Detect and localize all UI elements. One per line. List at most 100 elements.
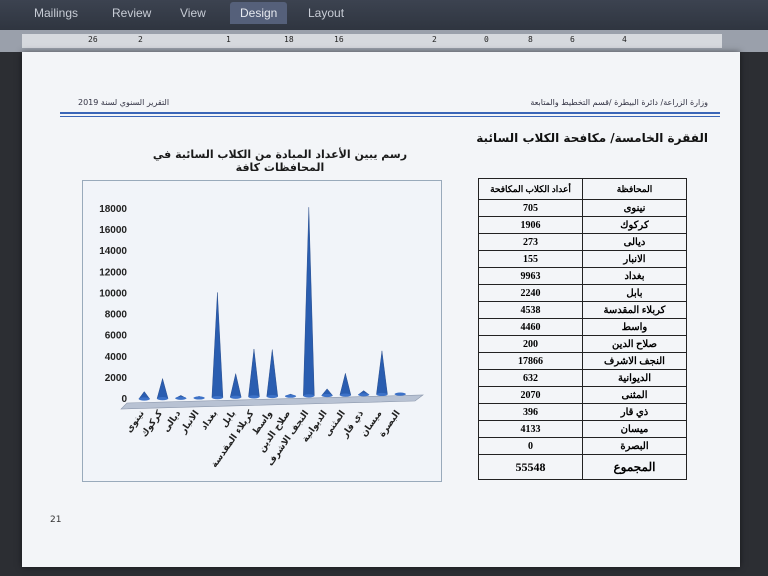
table-row: 200 صلاح الدين — [478, 335, 687, 353]
cell-governorate: الديوانية — [582, 369, 687, 387]
cell-governorate: بغداد — [582, 267, 687, 285]
ruler-label: 8 — [528, 35, 533, 44]
chart-bar — [248, 348, 260, 398]
chart-bar-base — [193, 396, 205, 400]
table-row: 0 البصرة — [478, 437, 687, 455]
chart-bar-base — [266, 394, 278, 399]
chart-bar-base — [285, 394, 297, 398]
table-row: 4460 واسط — [478, 318, 687, 336]
tab-review[interactable]: Review — [112, 6, 152, 20]
x-tick-label: بغداد — [199, 409, 219, 432]
chart-bar-base — [303, 394, 315, 398]
y-tick-label: 8000 — [105, 310, 128, 321]
section-title: الفقرة الخامسة/ مكافحة الكلاب السائبة — [476, 131, 708, 145]
y-tick-label: 0 — [121, 394, 127, 405]
cell-count: 632 — [478, 369, 583, 387]
chart-bar — [229, 373, 242, 398]
table-row: 9963 بغداد — [478, 267, 687, 285]
chart-title: رسم يبين الأعداد المبادة من الكلاب السائ… — [152, 148, 408, 174]
chart-floor — [120, 394, 424, 410]
cell-count: 9963 — [478, 267, 583, 285]
ruler-label: 1 — [226, 35, 231, 44]
cell-governorate: ديالى — [582, 233, 687, 251]
ruler-label: 6 — [570, 35, 575, 44]
chart-area[interactable]: 18000 16000 14000 12000 10000 8000 6000 4000 200… — [82, 180, 442, 482]
table-row: 155 الانبار — [478, 250, 687, 268]
cell-governorate: نينوى — [582, 199, 687, 217]
ruler-label: 26 — [88, 35, 98, 44]
cell-count: 396 — [478, 403, 583, 421]
tab-view[interactable]: View — [180, 6, 206, 20]
chart-bar — [339, 373, 352, 396]
cell-governorate: النجف الاشرف — [582, 352, 687, 370]
table-row: 4538 كربلاء المقدسة — [478, 301, 687, 319]
table-row: 705 نينوى — [478, 199, 687, 217]
chart-bar-base — [376, 392, 388, 397]
cell-total-value: 55548 — [478, 454, 583, 480]
table-row: 17866 النجف الاشرف — [478, 352, 687, 370]
y-tick-label: 12000 — [99, 267, 127, 278]
cell-governorate: كربلاء المقدسة — [582, 301, 687, 319]
y-tick-label: 16000 — [99, 225, 127, 236]
chart-bar-base — [230, 395, 242, 399]
chart-bar — [303, 207, 315, 397]
cell-governorate: ذي قار — [582, 403, 687, 421]
ruler-label: 2 — [432, 35, 437, 44]
table-total-row: 55548 المجموع — [478, 454, 687, 480]
cell-governorate: ميسان — [582, 420, 687, 438]
chart-bar-base — [339, 393, 351, 397]
cell-count: 155 — [478, 250, 583, 268]
ruler-label: 16 — [334, 35, 344, 44]
chart-bar — [211, 292, 224, 398]
header-rule — [60, 112, 720, 114]
cell-governorate: صلاح الدين — [582, 335, 687, 353]
table-row: 632 الديوانية — [478, 369, 687, 387]
chart-bar — [266, 349, 278, 397]
tab-mailings[interactable]: Mailings — [34, 6, 79, 20]
ruler-label: 4 — [622, 35, 627, 44]
cell-count: 2240 — [478, 284, 583, 302]
header-rule-thin — [60, 116, 720, 117]
cell-count: 4133 — [478, 420, 583, 438]
cell-count: 4460 — [478, 318, 583, 336]
header-governorate: المحافظة — [582, 178, 687, 200]
header-left-text: التقرير السنوي لسنة 2019 — [78, 98, 170, 107]
horizontal-ruler[interactable]: 26 2 1 18 16 2 0 8 6 4 — [0, 30, 768, 52]
ruler-label: 0 — [484, 35, 489, 44]
table-row: 4133 ميسان — [478, 420, 687, 438]
chart-bar-base — [175, 396, 187, 400]
header-count: أعداد الكلاب المكافحة — [478, 178, 583, 200]
cell-count: 2070 — [478, 386, 583, 404]
cell-governorate: كركوك — [582, 216, 687, 234]
tab-layout[interactable]: Layout — [308, 6, 345, 20]
y-tick-label: 6000 — [105, 331, 128, 342]
cell-count: 1906 — [478, 216, 583, 234]
x-tick-label: الانبار — [178, 409, 201, 436]
page-number: 21 — [50, 515, 62, 525]
table-row: 396 ذي قار — [478, 403, 687, 421]
ruler-label: 2 — [138, 35, 143, 44]
cell-count: 273 — [478, 233, 583, 251]
cell-governorate: المثنى — [582, 386, 687, 404]
table-row: 1906 كركوك — [478, 216, 687, 234]
data-table: أعداد الكلاب المكافحة المحافظة 705 نينوى … — [478, 178, 687, 480]
table-row: 2240 بابل — [478, 284, 687, 302]
chart-bar-base — [138, 397, 150, 401]
cell-count: 4538 — [478, 301, 583, 319]
cell-count: 0 — [478, 437, 583, 455]
chart-bar-base — [321, 393, 333, 398]
chart-bar — [376, 350, 388, 395]
bar-chart: 18000 16000 14000 12000 10000 8000 6000 4000 200… — [99, 204, 424, 470]
cell-total-label: المجموع — [582, 454, 687, 480]
table-row: 2070 المثنى — [478, 386, 687, 404]
chart-bar-base — [248, 395, 260, 399]
cell-governorate: واسط — [582, 318, 687, 336]
y-tick-label: 2000 — [105, 373, 128, 384]
y-tick-label: 14000 — [99, 246, 127, 257]
cell-count: 17866 — [478, 352, 583, 370]
y-tick-label: 18000 — [99, 204, 127, 215]
cell-governorate: البصرة — [582, 437, 687, 455]
ribbon: Mailings Review View Design Layout — [0, 0, 768, 30]
tab-design[interactable]: Design — [230, 2, 288, 24]
chart-bar-base — [211, 396, 223, 400]
